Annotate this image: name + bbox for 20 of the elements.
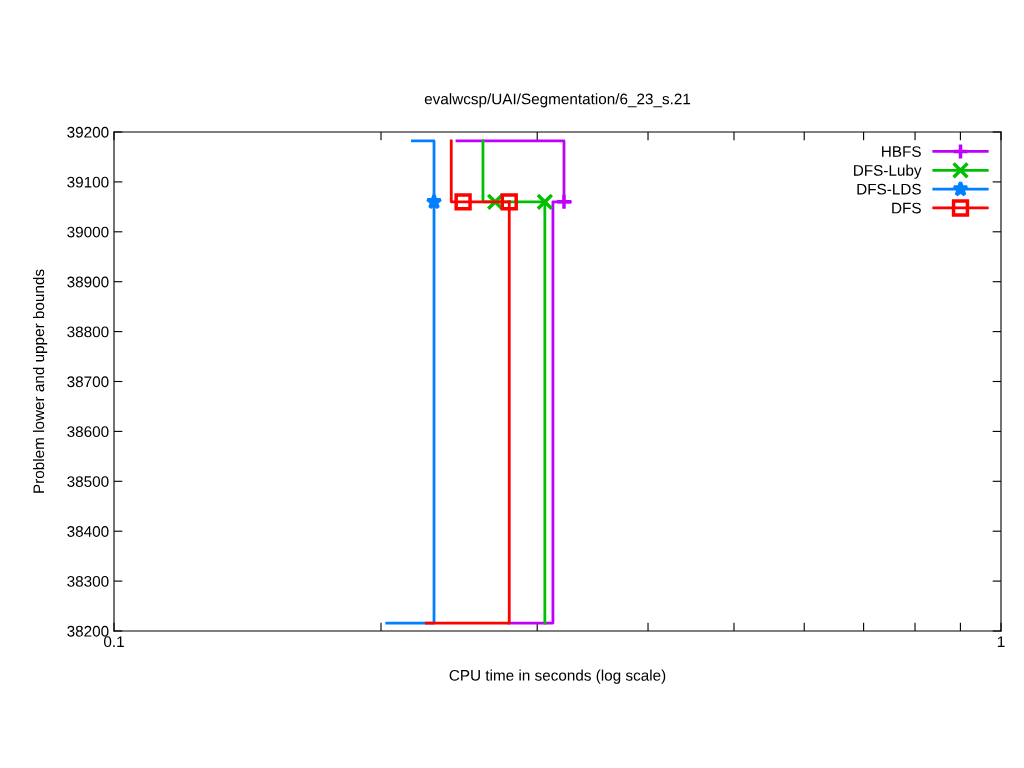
x-axis-title: CPU time in seconds (log scale)	[449, 669, 666, 684]
y-tick-label: 38600	[67, 426, 109, 438]
chart-title: evalwcsp/UAI/Segmentation/6_23_s.21	[424, 93, 691, 108]
y-tick-label: 38800	[67, 326, 109, 338]
y-tick-label: 38500	[67, 476, 109, 487]
legend-label: DFS	[892, 202, 921, 214]
legend-label: HBFS	[882, 146, 921, 157]
y-tick-label: 39000	[67, 226, 109, 238]
y-tick-label: 38900	[67, 276, 109, 288]
y-tick-label: 38700	[67, 376, 109, 388]
x-tick-label: 0.1	[103, 636, 124, 648]
y-tick-label: 39100	[67, 176, 109, 188]
x-tick-label: 1	[997, 636, 1005, 647]
y-tick-label: 38400	[67, 526, 109, 537]
legend-label: DFS-LDS	[857, 183, 921, 195]
y-tick-label: 39200	[67, 126, 109, 138]
y-tick-label: 38300	[67, 575, 109, 587]
y-tick-label: 38200	[67, 625, 109, 637]
y-axis-title: Problem lower and upper bounds	[32, 269, 48, 493]
legend-label: DFS-Luby	[854, 164, 922, 179]
